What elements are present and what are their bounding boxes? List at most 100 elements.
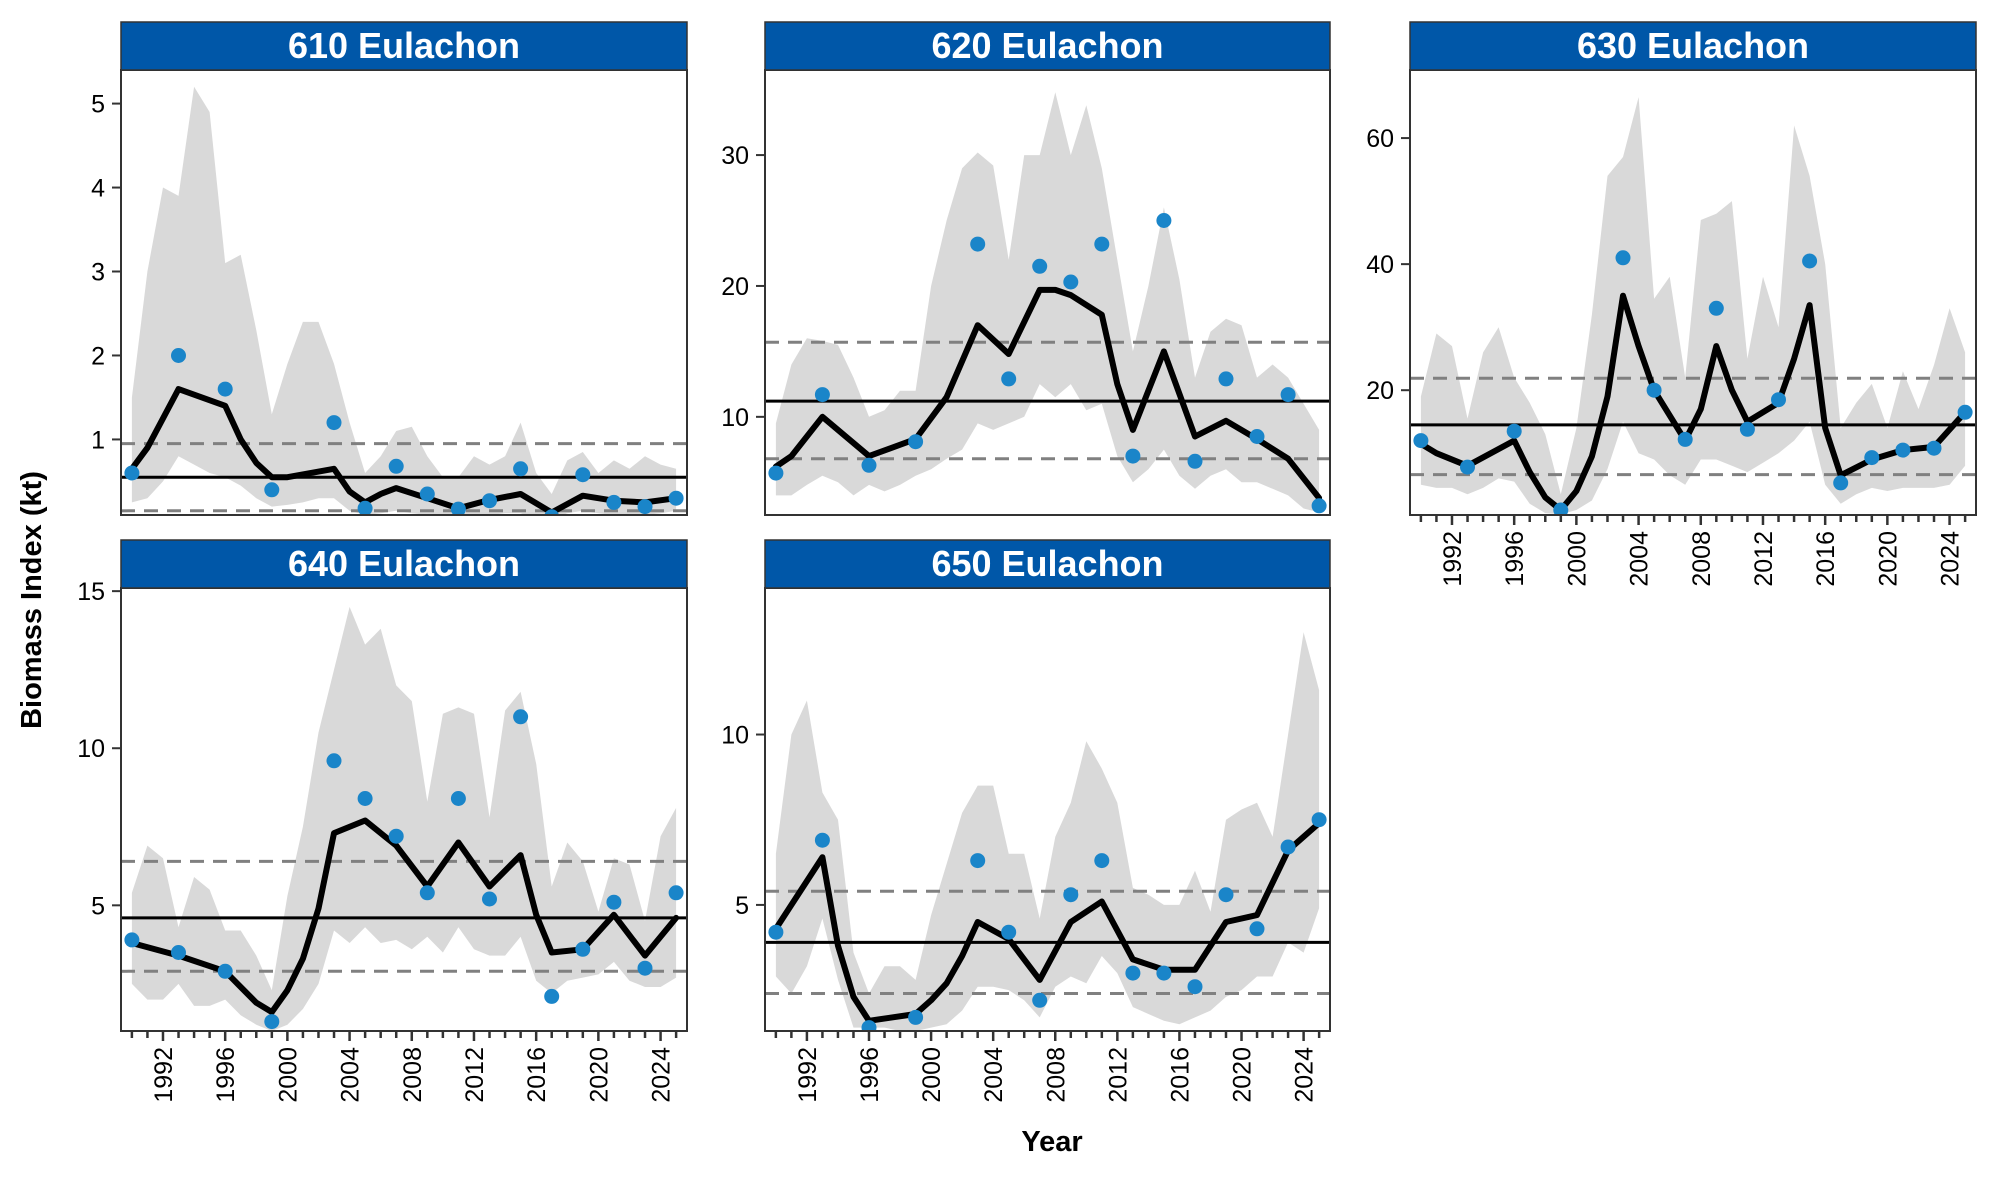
x-tick-label: 2012 xyxy=(461,1047,489,1103)
survey-point xyxy=(1957,404,1973,420)
survey-point xyxy=(388,458,404,474)
x-tick-label: 2004 xyxy=(1626,531,1654,587)
survey-point xyxy=(1032,258,1048,274)
survey-point xyxy=(1125,965,1141,981)
survey-point xyxy=(419,885,435,901)
survey-point xyxy=(482,493,497,509)
survey-point xyxy=(606,894,622,910)
x-tick-label: 2000 xyxy=(1563,531,1591,587)
strip-header xyxy=(120,539,688,589)
survey-point xyxy=(217,963,233,979)
strip-title: 630 Eulachon xyxy=(1577,25,1809,66)
survey-point xyxy=(171,348,186,363)
survey-point xyxy=(450,501,466,515)
x-tick-label: 1996 xyxy=(212,1047,240,1103)
survey-point xyxy=(1156,965,1172,981)
survey-point xyxy=(1553,502,1569,515)
survey-point xyxy=(264,482,280,498)
x-tick-label: 1992 xyxy=(794,1047,822,1103)
survey-point xyxy=(482,891,497,907)
survey-point xyxy=(575,467,591,483)
panel-3: 630 Eulachon 20 40 60 1992 1996 2000 2004 2008 20… xyxy=(1366,21,1977,587)
x-tick-label: 1996 xyxy=(1501,531,1529,587)
x-tick-label: 2000 xyxy=(274,1047,302,1103)
strip-header xyxy=(120,21,688,71)
y-tick-label: 10 xyxy=(721,404,749,432)
survey-point xyxy=(668,490,684,506)
trend-line xyxy=(128,386,680,515)
survey-point xyxy=(908,434,924,450)
survey-point xyxy=(1001,924,1017,940)
survey-point xyxy=(1218,371,1234,387)
trend-line xyxy=(128,817,680,1016)
x-tick-label: 2008 xyxy=(1042,1047,1070,1103)
x-tick-label: 2012 xyxy=(1750,531,1778,587)
x-tick-label: 2008 xyxy=(399,1047,427,1103)
y-tick-label: 15 xyxy=(77,578,105,606)
survey-point xyxy=(1249,429,1265,444)
y-tick-label: 1 xyxy=(91,426,105,454)
survey-point xyxy=(1218,887,1234,903)
survey-point xyxy=(637,499,653,515)
survey-point xyxy=(419,486,435,502)
x-tick-label: 2024 xyxy=(1291,1047,1319,1103)
survey-point xyxy=(970,853,986,869)
survey-point xyxy=(1187,979,1203,995)
x-tick-label: 2024 xyxy=(648,1047,676,1103)
panel-4: 640 Eulachon 5 10 15 1992 1996 2000 2004 2008 201… xyxy=(77,539,688,1103)
survey-point xyxy=(1460,459,1475,475)
survey-point xyxy=(1032,992,1048,1008)
y-axis-title: Biomass Index (kt) xyxy=(16,471,48,729)
y-tick-label: 20 xyxy=(1366,377,1394,405)
survey-point xyxy=(326,753,342,769)
survey-point xyxy=(768,924,784,940)
survey-point xyxy=(861,1020,877,1031)
survey-point xyxy=(1280,387,1296,403)
survey-point xyxy=(544,509,560,515)
survey-point xyxy=(970,236,986,252)
survey-point xyxy=(814,832,830,848)
survey-point xyxy=(513,709,529,725)
x-tick-label: 2004 xyxy=(980,1047,1008,1103)
y-tick-label: 10 xyxy=(721,722,749,750)
survey-point xyxy=(1156,213,1172,228)
x-tick-label: 2000 xyxy=(918,1047,946,1103)
survey-point xyxy=(1895,442,1911,458)
strip-header xyxy=(764,539,1331,589)
survey-point xyxy=(1802,253,1818,269)
confidence-ribbon xyxy=(131,86,677,515)
x-tick-label: 2012 xyxy=(1104,1047,1132,1103)
survey-point xyxy=(575,941,591,957)
y-tick-label: 5 xyxy=(735,892,749,920)
strip-title: 620 Eulachon xyxy=(931,25,1163,66)
survey-point xyxy=(1001,371,1017,387)
survey-point xyxy=(1864,450,1880,466)
panel-1: 610 Eulachon 1 2 3 4 5 xyxy=(91,21,688,516)
y-tick-label: 40 xyxy=(1366,251,1394,279)
plot-area xyxy=(765,92,1330,514)
strip-header xyxy=(764,21,1331,71)
strip-header xyxy=(1409,21,1977,71)
survey-point xyxy=(1677,431,1693,447)
x-tick-label: 1996 xyxy=(856,1047,884,1103)
survey-point xyxy=(513,461,529,477)
survey-point xyxy=(1094,236,1110,252)
strip-title: 640 Eulachon xyxy=(288,543,520,584)
y-tick-label: 5 xyxy=(91,892,105,920)
y-tick-label: 60 xyxy=(1366,125,1394,153)
survey-point xyxy=(1926,440,1942,456)
x-tick-label: 2020 xyxy=(1229,1047,1257,1103)
x-tick-label: 2016 xyxy=(1166,1047,1194,1103)
y-tick-label: 30 xyxy=(721,142,749,170)
y-tick-label: 20 xyxy=(721,273,749,301)
survey-point xyxy=(326,415,342,431)
x-tick-label: 2016 xyxy=(523,1047,551,1103)
survey-point xyxy=(217,381,233,397)
survey-point xyxy=(1094,853,1110,869)
survey-point xyxy=(1311,812,1327,828)
trend-line xyxy=(772,286,1323,501)
survey-point xyxy=(1506,423,1522,439)
panel-2: 620 Eulachon 10 20 30 xyxy=(721,21,1331,516)
survey-point xyxy=(544,988,560,1004)
survey-point xyxy=(1249,921,1265,937)
